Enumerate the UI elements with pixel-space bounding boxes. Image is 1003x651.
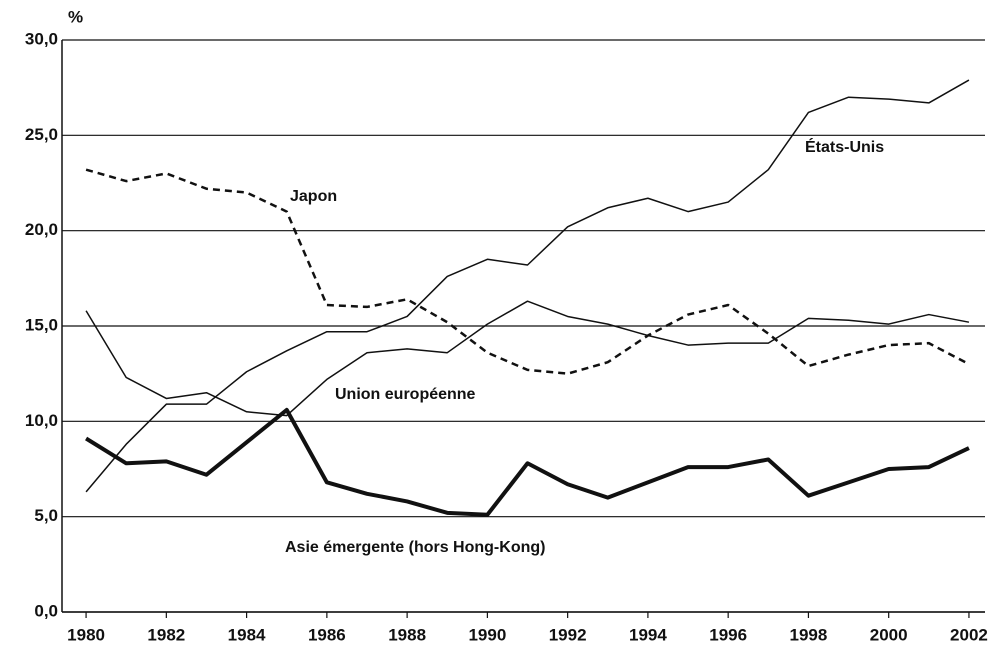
x-tick-label: 2002 <box>950 625 988 644</box>
series-line <box>85 168 970 375</box>
y-tick-label: 25,0 <box>25 125 58 144</box>
y-tick-label: 15,0 <box>25 315 58 334</box>
y-tick-label: 0,0 <box>34 601 58 620</box>
x-tick-label: 1996 <box>709 625 747 644</box>
y-tick-label: 30,0 <box>25 29 58 48</box>
x-tick-label: 1988 <box>388 625 426 644</box>
x-tick-label: 1984 <box>228 625 266 644</box>
series-label: Union européenne <box>335 386 476 403</box>
x-tick-label: 2000 <box>870 625 908 644</box>
y-tick-label: 20,0 <box>25 220 58 239</box>
x-tick-label: 1990 <box>468 625 506 644</box>
y-tick-label: 10,0 <box>25 411 58 430</box>
series-label: Asie émergente (hors Hong-Kong) <box>285 539 545 556</box>
x-tick-label: 1980 <box>67 625 105 644</box>
y-tick-label: 5,0 <box>34 506 58 525</box>
x-tick-label: 1992 <box>549 625 587 644</box>
y-axis-label: % <box>68 7 83 26</box>
series-line <box>85 79 970 493</box>
x-tick-label: 1986 <box>308 625 346 644</box>
series-line <box>85 300 970 417</box>
series-line <box>85 407 970 517</box>
series-label: Japon <box>290 188 337 205</box>
x-tick-label: 1982 <box>147 625 185 644</box>
x-tick-label: 1998 <box>790 625 828 644</box>
series-label: États-Unis <box>805 137 884 156</box>
x-tick-label: 1994 <box>629 625 667 644</box>
